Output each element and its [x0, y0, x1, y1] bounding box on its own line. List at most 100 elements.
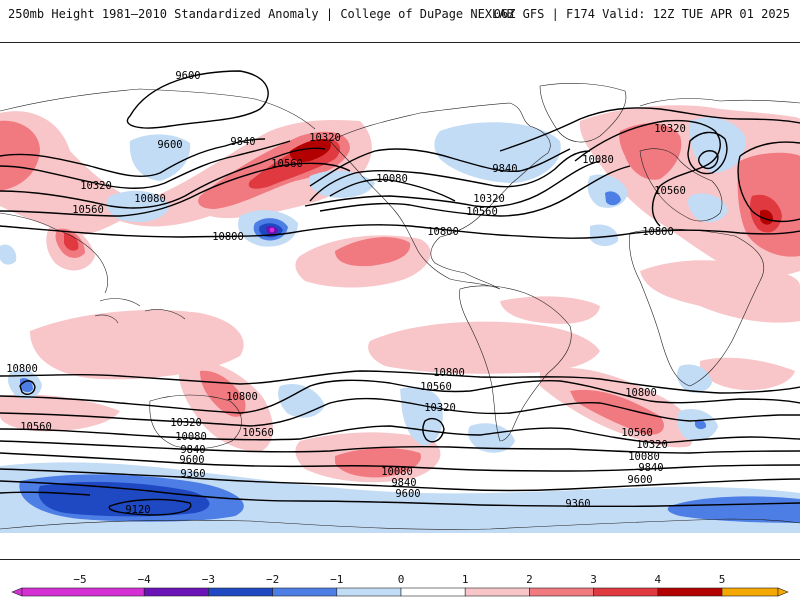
anomaly-area-negative	[0, 244, 17, 265]
contour-label: 10800	[427, 226, 459, 238]
contour-line	[126, 70, 269, 129]
contour-line	[0, 140, 291, 189]
contour-label: 10080	[582, 154, 614, 166]
coastline-north-america	[329, 102, 551, 290]
contour-line	[304, 160, 601, 208]
colorbar-tick-label: 0	[398, 573, 405, 586]
anomaly-area-negative	[106, 190, 170, 223]
anomaly-area-positive	[335, 237, 411, 267]
anomaly-area-positive	[640, 260, 800, 323]
anomaly-area-positive	[760, 209, 774, 225]
contour-label: 10800	[433, 367, 465, 379]
contour-label: 10320	[473, 193, 505, 205]
anomaly-area-negative	[605, 191, 621, 206]
contour-label: 9600	[627, 474, 652, 486]
map-header: 250mb Height 1981–2010 Standardized Anom…	[0, 0, 800, 30]
colorbar-segment	[464, 587, 530, 597]
contour-label: 10080	[376, 173, 408, 185]
contour-line	[0, 440, 800, 454]
anomaly-area-negative	[129, 134, 191, 181]
anomaly-area-positive	[500, 296, 600, 324]
anomaly-area-negative	[278, 383, 325, 418]
contour-label: 10800	[212, 231, 244, 243]
colorbar-segment	[657, 587, 723, 597]
contour-line	[329, 178, 456, 202]
contour-line	[0, 224, 800, 239]
contour-label: 10560	[654, 185, 686, 197]
colorbar-extend-low	[11, 587, 23, 597]
contour-label: 10080	[628, 451, 660, 463]
contour-label: 10080	[381, 466, 413, 478]
colorbar-segments	[11, 587, 789, 597]
contour-label: 10080	[175, 431, 207, 443]
coastline-asia	[0, 88, 316, 294]
contour-label: 10320	[309, 132, 341, 144]
colorbar-tick-label: 5	[719, 573, 726, 586]
contour-label: 10560	[621, 427, 653, 439]
contour-line	[0, 452, 800, 472]
colorbar-tick-label: 2	[526, 573, 533, 586]
anomaly-area-positive	[0, 111, 372, 236]
contour-label: 9600	[157, 139, 182, 151]
contour-line	[319, 165, 631, 217]
contour-line	[0, 147, 326, 209]
colorbar-tick-label: −2	[266, 573, 279, 586]
contour-label: 10560	[271, 158, 303, 170]
contour-label: 10320	[80, 180, 112, 192]
anomaly-area-negative	[308, 170, 375, 198]
anomaly-area-positive	[570, 389, 664, 435]
colorbar: −5 −4 −3 −2 −1 0 1 2 3 4 5	[0, 566, 800, 600]
contour-label: 10560	[242, 427, 274, 439]
coastline-africa	[629, 228, 765, 387]
anomaly-area-positive	[619, 123, 682, 180]
contour-label: 9120	[125, 504, 150, 516]
contour-line	[499, 107, 800, 152]
anomaly-area-positive	[64, 233, 79, 251]
colorbar-tick-label: −4	[138, 573, 152, 586]
anomaly-area-negative	[468, 423, 515, 453]
contour-label: 9600	[179, 454, 204, 466]
map-title: 250mb Height 1981–2010 Standardized Anom…	[8, 7, 514, 21]
contour-label: 10560	[20, 421, 52, 433]
contour-label: 10560	[466, 206, 498, 218]
contour-line	[309, 148, 571, 187]
contour-label: 9840	[180, 444, 205, 456]
colorbar-tick-label: −5	[73, 573, 86, 586]
coastline-maritime-continent	[94, 298, 186, 324]
contour-label: 9840	[492, 163, 517, 175]
contour-label: 10800	[226, 391, 258, 403]
contour-label: 10800	[625, 387, 657, 399]
anomaly-area-positive	[699, 357, 795, 391]
contour-line	[309, 150, 591, 202]
coastline-south-america	[459, 285, 572, 442]
colorbar-tick-label: 1	[462, 573, 469, 586]
colorbar-segment	[721, 587, 779, 597]
contour-label: 10800	[642, 226, 674, 238]
anomaly-area-negative	[38, 481, 210, 517]
contour-line	[0, 480, 800, 508]
contour-label: 10560	[420, 381, 452, 393]
colorbar-segment	[593, 587, 659, 597]
anomaly-area-negative	[590, 224, 619, 247]
contour-label: 10320	[424, 402, 456, 414]
contour-line	[19, 380, 36, 395]
colorbar-segment	[21, 587, 145, 597]
colorbar-tick-label: −1	[330, 573, 343, 586]
colorbar-tick-label: −3	[202, 573, 215, 586]
colorbar-tick-label: 4	[654, 573, 661, 586]
anomaly-area-negative	[689, 117, 746, 173]
contour-label: 10320	[654, 123, 686, 135]
contour-label: 10560	[72, 204, 104, 216]
contour-line	[0, 491, 91, 496]
contour-label: 9840	[638, 462, 663, 474]
height-contours	[0, 70, 800, 516]
colorbar-segment	[208, 587, 273, 597]
anomaly-area-positive	[0, 120, 40, 191]
contour-label: 9840	[230, 136, 255, 148]
contour-label: 9600	[175, 70, 200, 82]
coastline-australia	[149, 394, 242, 450]
colorbar-segment	[336, 587, 402, 597]
contour-label: 9360	[565, 498, 590, 510]
